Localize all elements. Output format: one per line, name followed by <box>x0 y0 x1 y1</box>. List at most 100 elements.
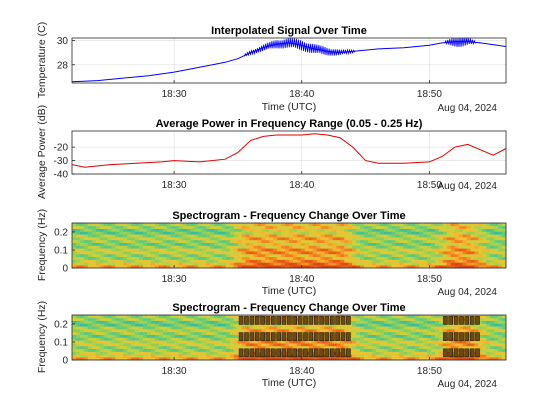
heatmap-cell <box>249 251 254 255</box>
heatmap-cell <box>87 242 93 246</box>
heatmap-cell <box>348 262 353 266</box>
heatmap-cell <box>83 245 89 249</box>
heatmap-cell <box>249 323 254 327</box>
heatmap-cell <box>498 259 503 263</box>
heatmap-cell <box>249 253 254 258</box>
heatmap-cell <box>340 239 345 243</box>
heatmap-cell <box>446 259 452 263</box>
heatmap-cell <box>83 340 89 344</box>
heatmap-cell <box>210 334 215 338</box>
heatmap-cell <box>127 239 132 243</box>
heatmap-cell <box>257 225 262 229</box>
heatmap-cell <box>229 331 235 335</box>
heatmap-cell <box>225 334 231 338</box>
heatmap-cell <box>438 357 444 361</box>
heatmap-cell <box>217 248 223 252</box>
heatmap-cell <box>312 262 317 266</box>
heatmap-cell <box>95 231 100 235</box>
heatmap-cell <box>103 329 108 333</box>
heatmap-cell <box>490 262 495 266</box>
heatmap-cell <box>498 343 503 347</box>
heatmap-cell <box>190 231 195 235</box>
heatmap-cell <box>103 262 108 266</box>
heatmap-cell <box>123 248 128 252</box>
heatmap-cell <box>91 343 96 347</box>
heatmap-cell <box>190 237 195 241</box>
heatmap-cell <box>190 323 195 327</box>
heatmap-cell <box>281 262 286 266</box>
heatmap-cell <box>391 334 396 338</box>
heatmap-cell <box>356 354 361 358</box>
heatmap-cell <box>367 253 373 258</box>
heatmap-cell <box>190 259 195 263</box>
heatmap-cell <box>206 251 211 255</box>
heatmap-cell <box>241 351 246 355</box>
heatmap-cell <box>139 237 144 241</box>
heatmap-cell <box>214 343 219 347</box>
heatmap-cell <box>91 237 96 241</box>
heatmap-cell <box>458 223 463 227</box>
heatmap-cell <box>221 248 227 252</box>
heatmap-cell <box>277 345 282 350</box>
heatmap-cell <box>202 329 207 333</box>
heatmap-cell <box>95 351 100 355</box>
heatmap-cell <box>143 343 148 347</box>
heatmap-cell <box>423 256 428 260</box>
heatmap-cell <box>300 348 306 352</box>
heatmap-cell <box>174 351 179 355</box>
heatmap-cell <box>340 234 345 238</box>
heatmap-cell <box>154 234 160 238</box>
heatmap-cell <box>170 315 175 319</box>
heatmap-cell <box>482 262 487 266</box>
heatmap-cell <box>253 248 258 252</box>
heatmap-cell <box>103 223 108 227</box>
heatmap-cell <box>324 326 329 330</box>
heatmap-cell <box>115 259 120 263</box>
heatmap-cell <box>95 337 100 341</box>
heatmap-cell <box>383 357 388 361</box>
heatmap-cell <box>383 323 388 327</box>
heatmap-cell <box>399 329 404 333</box>
heatmap-cell <box>324 345 329 350</box>
heatmap-cell <box>300 357 306 361</box>
heatmap-cell <box>458 225 463 229</box>
heatmap-cell <box>166 251 171 255</box>
heatmap-cell <box>356 337 361 341</box>
heatmap-cell <box>143 234 148 238</box>
heatmap-cell <box>190 315 195 319</box>
heatmap-cell <box>162 345 167 350</box>
heatmap-cell <box>395 320 400 324</box>
y-tick-label: 0.2 <box>54 320 68 331</box>
heatmap-cell <box>403 334 408 338</box>
heatmap-cell <box>194 326 199 330</box>
heatmap-cell <box>214 231 219 235</box>
heatmap-cell <box>79 225 85 229</box>
heatmap-cell <box>186 256 191 260</box>
heatmap-cell <box>103 315 108 319</box>
heatmap-cell <box>403 329 408 333</box>
heatmap-cell <box>490 234 495 238</box>
heatmap-cell <box>312 340 317 344</box>
heatmap-cell <box>407 334 412 338</box>
heatmap-cell <box>478 337 483 341</box>
heatmap-cell <box>186 345 191 350</box>
heatmap-cell <box>450 259 456 263</box>
heatmap-cell <box>95 239 100 243</box>
heatmap-cell <box>383 343 388 347</box>
heatmap-cell <box>419 357 424 361</box>
heatmap-cell <box>352 315 357 319</box>
panel-1-xlabel: Time (UTC) <box>262 101 316 113</box>
heatmap-cell <box>423 326 428 330</box>
heatmap-cell <box>356 326 361 330</box>
heatmap-cell <box>379 345 384 350</box>
heatmap-cell <box>158 326 164 330</box>
heatmap-cell <box>154 253 160 258</box>
heatmap-cell <box>229 248 235 252</box>
heatmap-cell <box>438 262 444 266</box>
heatmap-cell <box>162 231 167 235</box>
heatmap-cell <box>221 323 227 327</box>
heatmap-cell <box>395 253 400 258</box>
heatmap-cell <box>154 348 160 352</box>
heatmap-cell <box>206 334 211 338</box>
